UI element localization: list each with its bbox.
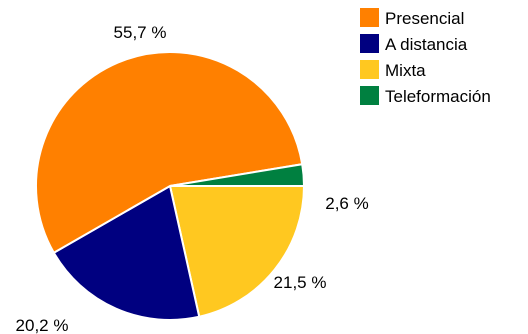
legend-label-presencial: Presencial — [385, 9, 464, 28]
pie-slices — [35, 51, 306, 321]
pie-slice-presencial — [35, 51, 304, 255]
pie-slice-a-distancia — [52, 184, 201, 321]
legend-swatch-mixta — [360, 60, 379, 79]
legend-label-teleformación: Teleformación — [385, 87, 491, 106]
data-label-teleformación: 2,6 % — [325, 194, 368, 213]
data-label-mixta: 21,5 % — [274, 273, 327, 292]
data-label-presencial: 55,7 % — [114, 23, 167, 42]
data-label-a-distancia: 20,2 % — [16, 316, 69, 334]
pie-slice-teleformación — [169, 163, 306, 187]
legend-swatch-a-distancia — [360, 34, 379, 53]
pie-slice-mixta — [168, 185, 306, 318]
pie-data-labels: 55,7 % 20,2 % 21,5 % 2,6 % — [16, 23, 369, 334]
legend-label-a-distancia: A distancia — [385, 35, 468, 54]
legend-swatch-teleformación — [360, 86, 379, 105]
legend-swatch-presencial — [360, 8, 379, 27]
legend-label-mixta: Mixta — [385, 61, 426, 80]
legend: Presencial A distancia Mixta Teleformación — [360, 8, 491, 106]
